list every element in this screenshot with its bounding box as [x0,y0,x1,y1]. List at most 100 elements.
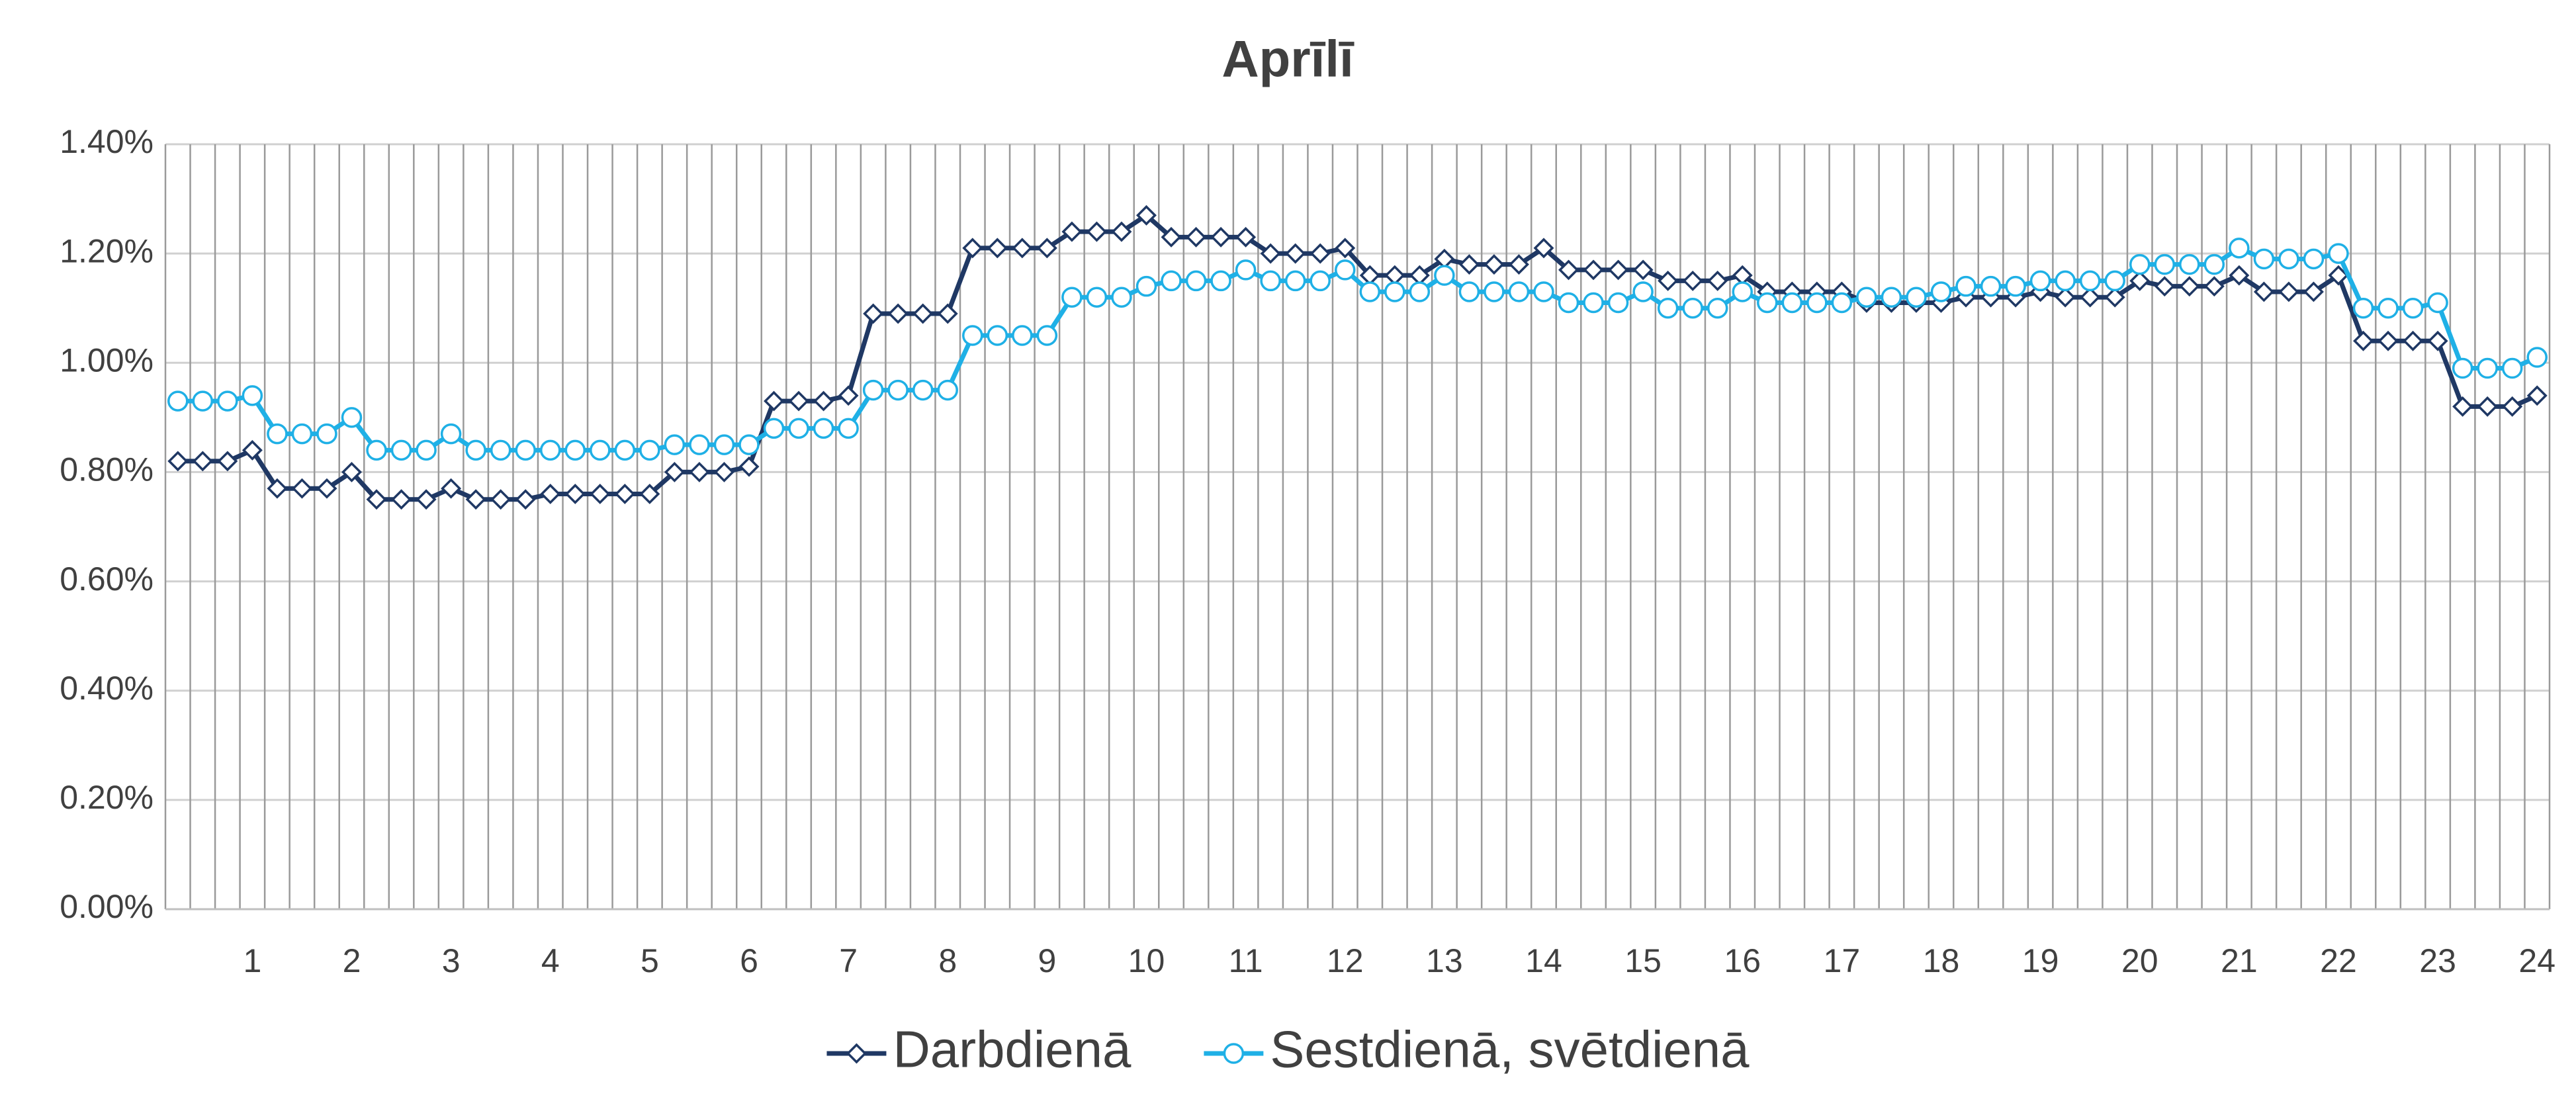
marker [2203,253,2225,275]
marker [1161,270,1182,292]
marker [912,303,934,324]
marker [217,390,238,412]
marker [2055,270,2076,292]
x-tick-label: 16 [1724,942,1761,979]
marker [341,407,363,428]
marker [267,478,288,499]
marker [1732,281,1753,302]
marker [738,434,760,455]
legend-label: Darbdienā [893,1020,1132,1079]
marker [539,439,561,461]
y-tick-label: 0.00% [60,888,154,925]
marker [366,439,387,461]
marker [1583,292,1604,314]
marker [2278,281,2299,302]
marker [2029,270,2051,292]
marker [1111,287,1132,308]
marker [1682,297,1703,319]
x-tick-label: 7 [839,942,858,979]
x-tick-label: 1 [243,942,261,979]
marker [2452,396,2473,417]
marker [2179,253,2200,275]
marker [2129,253,2151,275]
marker [987,325,1008,346]
marker [1757,292,1778,314]
x-tick-label: 17 [1824,942,1861,979]
marker [2179,276,2200,297]
marker [788,390,809,412]
marker [1186,226,1207,247]
marker [1930,281,1952,302]
marker [1012,238,1033,259]
x-tick-label: 5 [641,942,659,979]
marker [2005,275,2026,297]
marker [217,451,238,472]
marker [1658,270,1679,291]
marker [2477,396,2498,417]
marker [987,238,1008,259]
x-tick-label: 15 [1624,942,1662,979]
marker [788,418,809,439]
marker [813,418,834,439]
marker [2080,287,2101,308]
marker [2377,297,2399,319]
x-tick-label: 4 [541,942,560,979]
marker [1185,270,1207,292]
marker [2253,248,2275,270]
marker [838,385,859,406]
marker [2104,270,2125,292]
marker [2526,347,2548,368]
marker [1508,281,1530,302]
x-tick-label: 3 [442,942,461,979]
marker [2303,248,2325,270]
marker [1384,281,1405,302]
marker [664,461,685,482]
marker [1707,270,1728,291]
marker [2203,276,2225,297]
marker [2104,287,2125,308]
marker [1657,297,1679,319]
marker [2229,238,2250,259]
marker [515,489,536,510]
marker [1558,259,1579,281]
marker [1558,292,1579,314]
marker [366,489,387,510]
x-tick-label: 23 [2419,942,2456,979]
marker [465,439,486,461]
marker [1533,238,1554,259]
series [167,204,2548,510]
marker [390,439,412,461]
marker [1036,238,1057,259]
marker [564,439,586,461]
marker [2427,292,2448,314]
marker [1310,270,1331,292]
marker [1285,243,1306,264]
marker [167,390,189,412]
marker [2328,265,2349,286]
marker [192,451,213,472]
y-tick-label: 1.00% [60,341,154,378]
marker [2353,330,2374,351]
marker [1310,243,1331,264]
marker [441,478,462,499]
marker [2502,396,2523,417]
marker [1284,270,1306,292]
marker [1086,221,1107,242]
marker [2055,287,2076,308]
x-tick-label: 18 [1923,942,1960,979]
marker [838,418,859,439]
marker [2129,270,2151,291]
marker [1061,287,1083,308]
marker [1955,275,1976,297]
marker [846,1043,867,1064]
marker [1260,270,1281,292]
marker [1235,226,1257,247]
marker [490,439,511,461]
marker [2253,281,2274,302]
marker [1334,259,1356,281]
marker [887,303,909,324]
marker [1359,281,1381,302]
marker [1161,226,1182,247]
marker [291,423,313,445]
grid [164,143,2551,911]
